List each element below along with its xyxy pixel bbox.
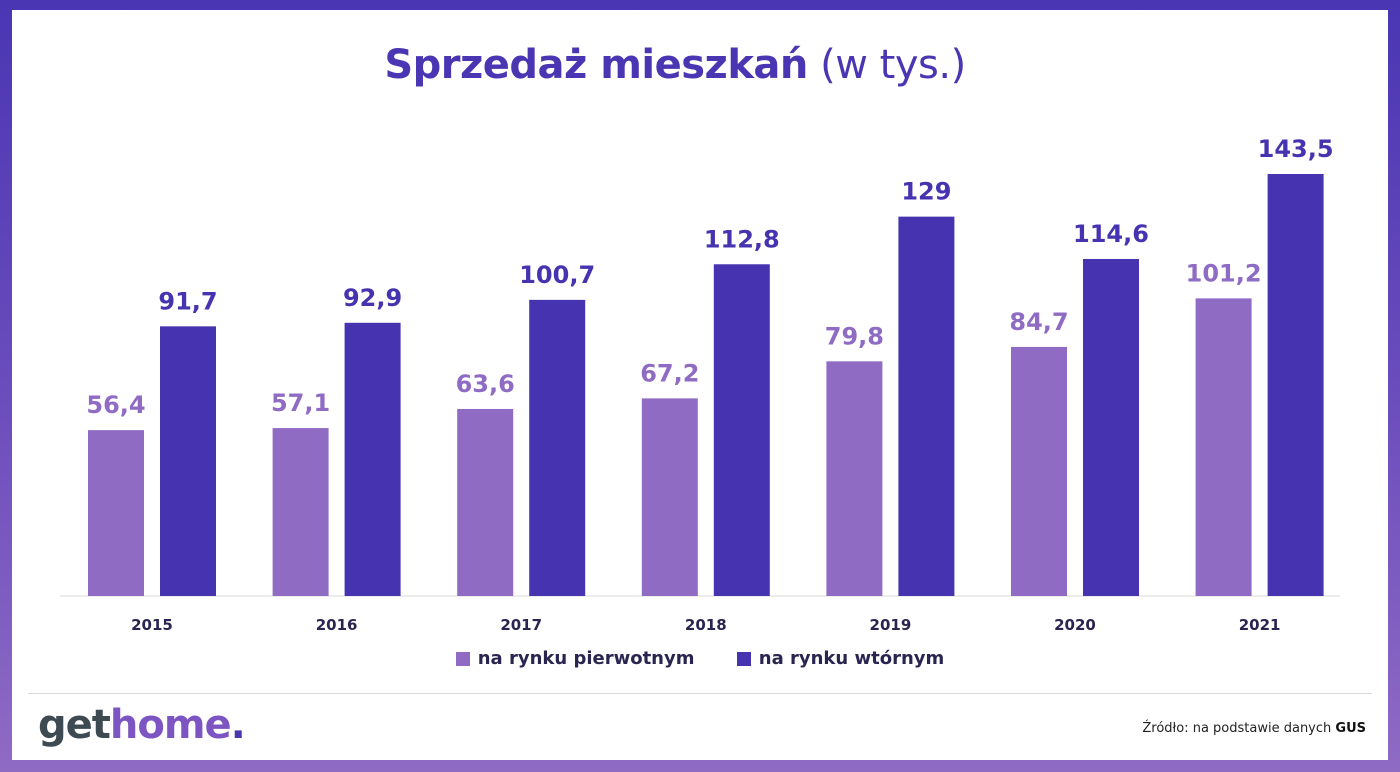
source-name: GUS: [1335, 721, 1366, 736]
bar-2021-secondary: [1267, 174, 1324, 596]
data-label: 56,4: [86, 391, 145, 419]
bar-2015-primary: [88, 430, 144, 596]
bar-2018-primary: [641, 398, 698, 596]
data-label: 100,7: [519, 261, 595, 289]
data-label: 114,6: [1073, 220, 1149, 248]
legend-label: na rynku wtórnym: [758, 648, 945, 669]
data-label: 91,7: [158, 287, 217, 315]
data-label: 63,6: [456, 370, 515, 398]
data-label: 129: [901, 178, 951, 206]
x-tick-label: 2015: [131, 616, 173, 634]
chart-panel: [12, 10, 1388, 760]
footer-divider: [28, 693, 1372, 694]
data-label: 112,8: [704, 225, 780, 253]
data-label: 67,2: [640, 359, 699, 387]
bar-2015-secondary: [160, 326, 216, 596]
source-text: Źródło: na podstawie danych: [1142, 721, 1332, 736]
data-label: 84,7: [1009, 308, 1068, 336]
data-label: 101,2: [1186, 259, 1262, 287]
bar-2017-secondary: [529, 299, 586, 596]
bar-2019-primary: [826, 361, 883, 596]
x-tick-label: 2021: [1239, 616, 1281, 634]
source-note: Źródło: na podstawie danych GUS: [1142, 721, 1366, 736]
bar-2020-primary: [1011, 346, 1067, 596]
x-tick-label: 2020: [1054, 616, 1096, 634]
title-main: Sprzedaż mieszkań: [384, 42, 808, 88]
legend: na rynku pierwotnym na rynku wtórnym: [0, 648, 1400, 671]
data-label: 143,5: [1258, 135, 1334, 163]
bar-2017-primary: [457, 408, 514, 596]
bar-2019-secondary: [898, 216, 955, 596]
legend-label: na rynku pierwotnym: [477, 648, 695, 669]
gethome-logo: gethome.: [38, 702, 246, 748]
x-tick-label: 2019: [870, 616, 912, 634]
bar-2016-secondary: [344, 322, 401, 596]
data-label: 92,9: [343, 284, 402, 312]
x-tick-label: 2017: [500, 616, 542, 634]
bar-2021-primary: [1195, 298, 1252, 596]
legend-swatch: [736, 651, 751, 666]
title-unit: (w tys.): [820, 42, 966, 88]
bar-2020-secondary: [1083, 258, 1139, 596]
x-tick-label: 2018: [685, 616, 727, 634]
legend-item-secondary: na rynku wtórnym: [736, 648, 945, 669]
bar-2016-primary: [272, 428, 329, 596]
data-label: 57,1: [271, 389, 330, 417]
data-label: 79,8: [825, 322, 884, 350]
legend-item-primary: na rynku pierwotnym: [455, 648, 695, 669]
legend-swatch: [455, 651, 470, 666]
chart-title: Sprzedaż mieszkań (w tys.): [0, 42, 1350, 88]
bar-2018-secondary: [713, 264, 770, 596]
x-tick-label: 2016: [316, 616, 358, 634]
